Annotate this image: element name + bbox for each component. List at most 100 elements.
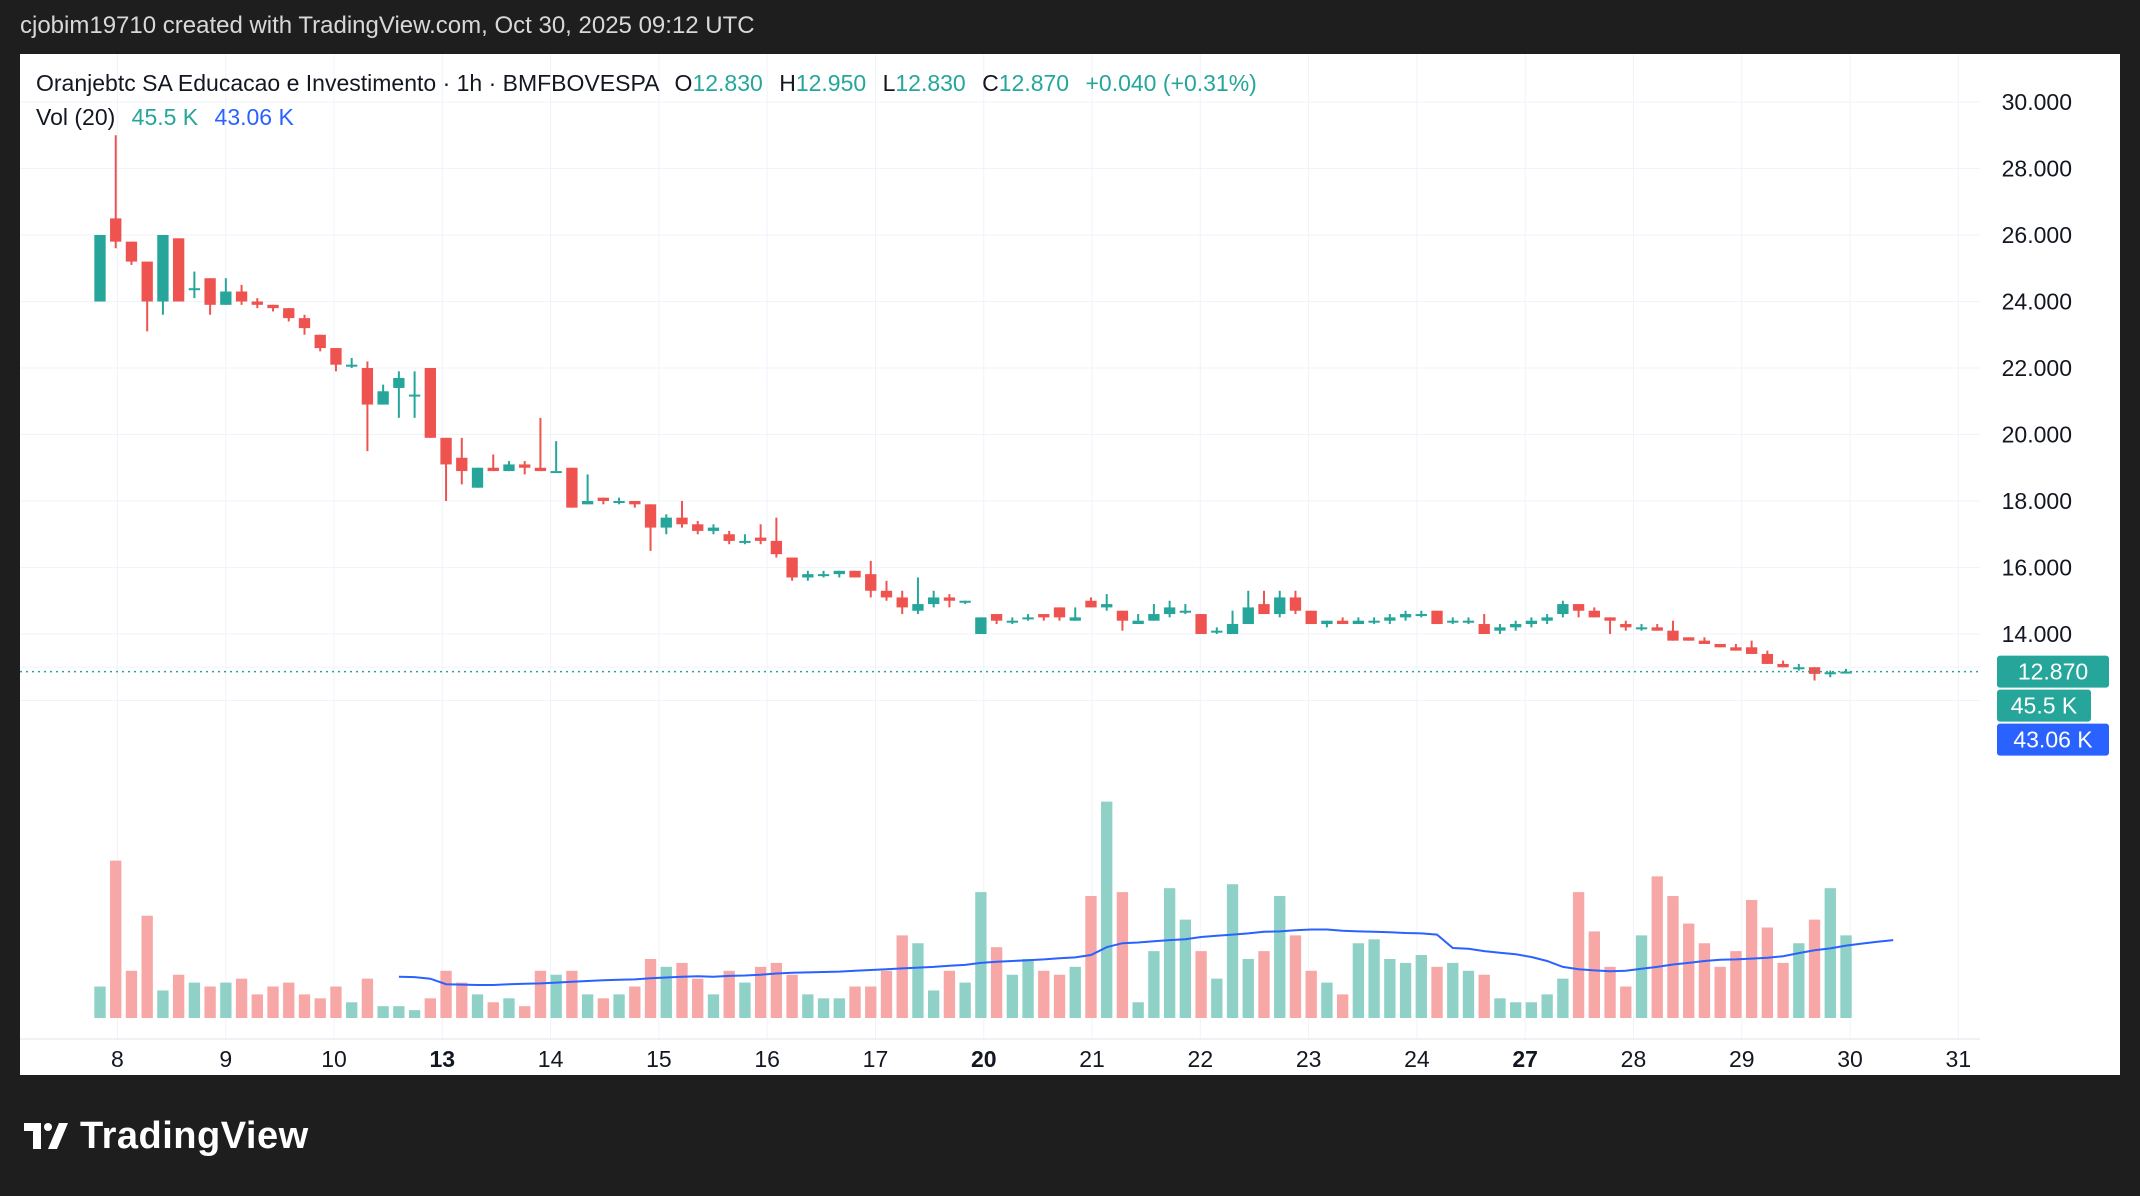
candle-body bbox=[408, 394, 421, 397]
time-tick-label: 31 bbox=[1946, 1046, 1972, 1072]
candle-body bbox=[692, 524, 704, 531]
candle-body bbox=[1525, 620, 1538, 625]
volume-bar bbox=[519, 1006, 531, 1018]
volume-bar bbox=[1274, 896, 1286, 1018]
time-tick-label: 10 bbox=[321, 1046, 347, 1072]
candle-body bbox=[1053, 607, 1066, 618]
time-tick-label: 21 bbox=[1079, 1046, 1105, 1072]
candle-body bbox=[1714, 643, 1726, 648]
volume-bar bbox=[1226, 884, 1239, 1018]
candle-body bbox=[1604, 617, 1616, 621]
volume-bar bbox=[110, 860, 122, 1018]
volume-bar bbox=[1494, 998, 1506, 1018]
volume-legend: Vol (20) 45.5 K 43.06 K bbox=[36, 104, 294, 131]
volume-bar bbox=[644, 958, 657, 1018]
volume-bar bbox=[1006, 974, 1018, 1018]
volume-bar bbox=[833, 998, 845, 1018]
candle-body bbox=[1808, 667, 1821, 674]
price-axis: 30.000 28.000 26.000 24.000 22.000 20.000 18.0… bbox=[2002, 89, 2072, 647]
candle-body bbox=[471, 467, 484, 488]
candle-body bbox=[1101, 604, 1113, 608]
candle-body bbox=[1116, 610, 1129, 621]
volume-bar bbox=[912, 943, 924, 1018]
volume-bar bbox=[660, 966, 672, 1018]
volume-bar bbox=[1132, 1002, 1144, 1018]
volume-bar bbox=[1022, 958, 1034, 1018]
time-tick-label: 9 bbox=[219, 1046, 232, 1072]
last-volume-tag: 45.5 K bbox=[1997, 689, 2091, 722]
candle-body bbox=[377, 391, 389, 405]
volume-bar bbox=[707, 994, 720, 1018]
candle-body bbox=[1242, 607, 1254, 625]
volume-bar bbox=[314, 998, 326, 1018]
candle-body bbox=[172, 238, 185, 302]
volume-bar bbox=[1447, 962, 1459, 1018]
volume-bar bbox=[393, 1006, 405, 1018]
volume-bar bbox=[770, 962, 783, 1018]
tradingview-wordmark: TradingView bbox=[80, 1114, 309, 1157]
volume-bar bbox=[943, 970, 956, 1018]
candle-body bbox=[975, 617, 987, 634]
volume-ma-layer bbox=[398, 928, 1894, 986]
candle-body bbox=[1541, 617, 1553, 621]
volume-bar bbox=[440, 970, 452, 1018]
candle-body bbox=[1352, 620, 1365, 625]
candlestick-chart[interactable]: 30.000 28.000 26.000 24.000 22.000 20.000 18.0… bbox=[20, 54, 2120, 1075]
candle-body bbox=[1557, 604, 1569, 615]
volume-bar bbox=[1336, 994, 1349, 1018]
candle-body bbox=[1305, 610, 1317, 625]
candle-body bbox=[1022, 617, 1034, 620]
volume-bar bbox=[817, 998, 830, 1018]
price-tick-label: 24.000 bbox=[2002, 289, 2072, 315]
candle-body bbox=[204, 278, 216, 305]
volume-bar bbox=[456, 982, 468, 1018]
candle-body bbox=[1195, 614, 1207, 634]
candle-body bbox=[566, 467, 578, 508]
candle-body bbox=[1289, 597, 1302, 611]
candle-body bbox=[1462, 620, 1475, 623]
time-tick-label: 8 bbox=[111, 1046, 124, 1072]
volume-bar bbox=[786, 974, 798, 1018]
candle-body bbox=[1572, 604, 1585, 611]
candle-body bbox=[125, 241, 138, 262]
volume-bar bbox=[959, 982, 971, 1018]
volume-bar bbox=[1667, 896, 1679, 1018]
candle-body bbox=[1730, 647, 1742, 651]
volume-bar bbox=[1211, 978, 1223, 1018]
candle-body bbox=[1667, 630, 1679, 641]
volume-bar bbox=[346, 1002, 358, 1018]
last-price-tag: 12.870 bbox=[1997, 655, 2109, 688]
volume-bar bbox=[1604, 966, 1616, 1018]
candle-body bbox=[1793, 667, 1805, 670]
candle-body bbox=[235, 291, 248, 302]
time-tick-label: 14 bbox=[538, 1046, 564, 1072]
tradingview-logo[interactable]: TradingView bbox=[24, 1112, 309, 1160]
volume-bar bbox=[1321, 982, 1333, 1018]
price-tick-label: 22.000 bbox=[2002, 355, 2072, 381]
candle-body bbox=[581, 501, 594, 505]
grid bbox=[20, 54, 1980, 1039]
time-axis: 8 9 10 13 14 15 16 17 20 21 22 23 24 27 28 29 30 31 bbox=[20, 1038, 1980, 1072]
volume-bar bbox=[1195, 951, 1207, 1018]
high-value: 12.950 bbox=[795, 70, 867, 96]
candle-body bbox=[1069, 617, 1081, 621]
chart-panel[interactable]: 30.000 28.000 26.000 24.000 22.000 20.000 18.0… bbox=[20, 54, 2120, 1075]
close-label: C bbox=[982, 70, 999, 96]
candle-body bbox=[613, 501, 625, 503]
time-tick-label: 24 bbox=[1404, 1046, 1430, 1072]
candle-body bbox=[1321, 620, 1333, 625]
candle-body bbox=[880, 590, 893, 598]
candle-body bbox=[440, 437, 452, 465]
volume-bar bbox=[550, 974, 562, 1018]
low-value: 12.830 bbox=[895, 70, 966, 96]
volume-bar bbox=[1352, 943, 1365, 1018]
volume-bar bbox=[676, 962, 688, 1018]
candle-body bbox=[1431, 610, 1443, 625]
candle-body bbox=[1745, 647, 1758, 654]
candle-body bbox=[786, 557, 798, 578]
volume-bar bbox=[1714, 966, 1726, 1018]
time-tick-label: 23 bbox=[1296, 1046, 1322, 1072]
price-tick-label: 16.000 bbox=[2002, 555, 2072, 581]
candle-body bbox=[1163, 607, 1176, 615]
candle-body bbox=[1336, 620, 1349, 625]
